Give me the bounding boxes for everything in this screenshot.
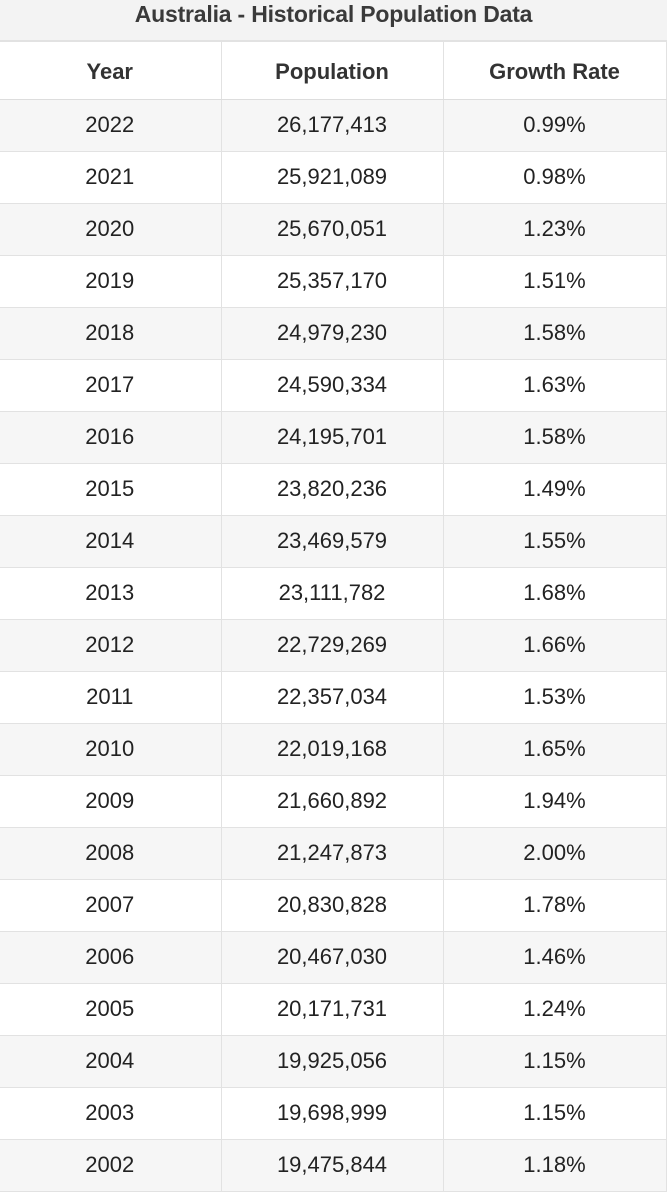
population-cell: 22,729,269 bbox=[221, 619, 444, 672]
year-cell: 2004 bbox=[0, 1035, 222, 1088]
population-cell: 20,830,828 bbox=[221, 879, 444, 932]
population-cell: 20,467,030 bbox=[221, 931, 444, 984]
growth-rate-cell: 1.58% bbox=[443, 411, 667, 464]
year-cell: 2018 bbox=[0, 307, 222, 360]
population-cell: 22,357,034 bbox=[221, 671, 444, 724]
growth-rate-cell: 1.24% bbox=[443, 983, 667, 1036]
year-cell: 2011 bbox=[0, 671, 222, 724]
population-cell: 26,177,413 bbox=[221, 99, 444, 152]
population-cell: 19,925,056 bbox=[221, 1035, 444, 1088]
table-row: 2003 19,698,999 1.15% bbox=[0, 1087, 667, 1140]
table-row: 2010 22,019,168 1.65% bbox=[0, 723, 667, 776]
table-title: Australia - Historical Population Data bbox=[134, 0, 533, 27]
population-cell: 24,590,334 bbox=[221, 359, 444, 412]
population-cell: 23,820,236 bbox=[221, 463, 444, 516]
table-row: 2015 23,820,236 1.49% bbox=[0, 463, 667, 516]
growth-rate-cell: 1.55% bbox=[443, 515, 667, 568]
table-row: 2012 22,729,269 1.66% bbox=[0, 619, 667, 672]
table-row: 2011 22,357,034 1.53% bbox=[0, 671, 667, 724]
population-cell: 20,171,731 bbox=[221, 983, 444, 1036]
year-cell: 2017 bbox=[0, 359, 222, 412]
table-row: 2005 20,171,731 1.24% bbox=[0, 983, 667, 1036]
year-cell: 2013 bbox=[0, 567, 222, 620]
table-row: 2006 20,467,030 1.46% bbox=[0, 931, 667, 984]
population-cell: 25,921,089 bbox=[221, 151, 444, 204]
year-cell: 2019 bbox=[0, 255, 222, 308]
year-cell: 2002 bbox=[0, 1139, 222, 1192]
year-cell: 2022 bbox=[0, 99, 222, 152]
table-row: 2020 25,670,051 1.23% bbox=[0, 203, 667, 256]
growth-rate-cell: 1.49% bbox=[443, 463, 667, 516]
year-cell: 2003 bbox=[0, 1087, 222, 1140]
table-row: 2018 24,979,230 1.58% bbox=[0, 307, 667, 360]
table-row: 2008 21,247,873 2.00% bbox=[0, 827, 667, 880]
table-row: 2004 19,925,056 1.15% bbox=[0, 1035, 667, 1088]
table-row: 2007 20,830,828 1.78% bbox=[0, 879, 667, 932]
growth-rate-cell: 1.46% bbox=[443, 931, 667, 984]
growth-rate-cell: 1.94% bbox=[443, 775, 667, 828]
growth-rate-cell: 1.66% bbox=[443, 619, 667, 672]
growth-rate-cell: 1.51% bbox=[443, 255, 667, 308]
table-row: 2022 26,177,413 0.99% bbox=[0, 99, 667, 152]
population-cell: 24,195,701 bbox=[221, 411, 444, 464]
table-row: 2016 24,195,701 1.58% bbox=[0, 411, 667, 464]
table-row: 2013 23,111,782 1.68% bbox=[0, 567, 667, 620]
table-row: 2019 25,357,170 1.51% bbox=[0, 255, 667, 308]
year-cell: 2021 bbox=[0, 151, 222, 204]
growth-rate-cell: 1.78% bbox=[443, 879, 667, 932]
year-cell: 2008 bbox=[0, 827, 222, 880]
population-cell: 23,111,782 bbox=[221, 567, 444, 620]
growth-rate-cell: 0.98% bbox=[443, 151, 667, 204]
growth-rate-cell: 1.18% bbox=[443, 1139, 667, 1192]
population-cell: 24,979,230 bbox=[221, 307, 444, 360]
population-cell: 21,660,892 bbox=[221, 775, 444, 828]
column-header-growth-rate: Growth Rate bbox=[443, 42, 667, 100]
growth-rate-cell: 1.58% bbox=[443, 307, 667, 360]
population-cell: 19,475,844 bbox=[221, 1139, 444, 1192]
growth-rate-cell: 1.53% bbox=[443, 671, 667, 724]
population-table: Year Population Growth Rate 2022 26,177,4… bbox=[0, 42, 667, 1192]
population-cell: 25,670,051 bbox=[221, 203, 444, 256]
year-cell: 2014 bbox=[0, 515, 222, 568]
population-cell: 21,247,873 bbox=[221, 827, 444, 880]
table-row: 2014 23,469,579 1.55% bbox=[0, 515, 667, 568]
growth-rate-cell: 1.63% bbox=[443, 359, 667, 412]
table-row: 2002 19,475,844 1.18% bbox=[0, 1139, 667, 1192]
year-cell: 2020 bbox=[0, 203, 222, 256]
table-row: 2017 24,590,334 1.63% bbox=[0, 359, 667, 412]
year-cell: 2009 bbox=[0, 775, 222, 828]
column-header-year: Year bbox=[0, 42, 222, 100]
growth-rate-cell: 1.23% bbox=[443, 203, 667, 256]
year-cell: 2012 bbox=[0, 619, 222, 672]
growth-rate-cell: 1.15% bbox=[443, 1087, 667, 1140]
year-cell: 2010 bbox=[0, 723, 222, 776]
year-cell: 2016 bbox=[0, 411, 222, 464]
population-cell: 22,019,168 bbox=[221, 723, 444, 776]
title-bar: Australia - Historical Population Data bbox=[0, 0, 667, 42]
table-header-row: Year Population Growth Rate bbox=[0, 42, 667, 100]
growth-rate-cell: 1.15% bbox=[443, 1035, 667, 1088]
population-cell: 19,698,999 bbox=[221, 1087, 444, 1140]
year-cell: 2006 bbox=[0, 931, 222, 984]
year-cell: 2005 bbox=[0, 983, 222, 1036]
population-cell: 23,469,579 bbox=[221, 515, 444, 568]
growth-rate-cell: 1.68% bbox=[443, 567, 667, 620]
growth-rate-cell: 0.99% bbox=[443, 99, 667, 152]
year-cell: 2015 bbox=[0, 463, 222, 516]
year-cell: 2007 bbox=[0, 879, 222, 932]
growth-rate-cell: 1.65% bbox=[443, 723, 667, 776]
growth-rate-cell: 2.00% bbox=[443, 827, 667, 880]
population-cell: 25,357,170 bbox=[221, 255, 444, 308]
table-row: 2021 25,921,089 0.98% bbox=[0, 151, 667, 204]
table-body: 2022 26,177,413 0.99% 2021 25,921,089 0.98% 20… bbox=[0, 99, 667, 1192]
column-header-population: Population bbox=[221, 42, 444, 100]
table-row: 2009 21,660,892 1.94% bbox=[0, 775, 667, 828]
